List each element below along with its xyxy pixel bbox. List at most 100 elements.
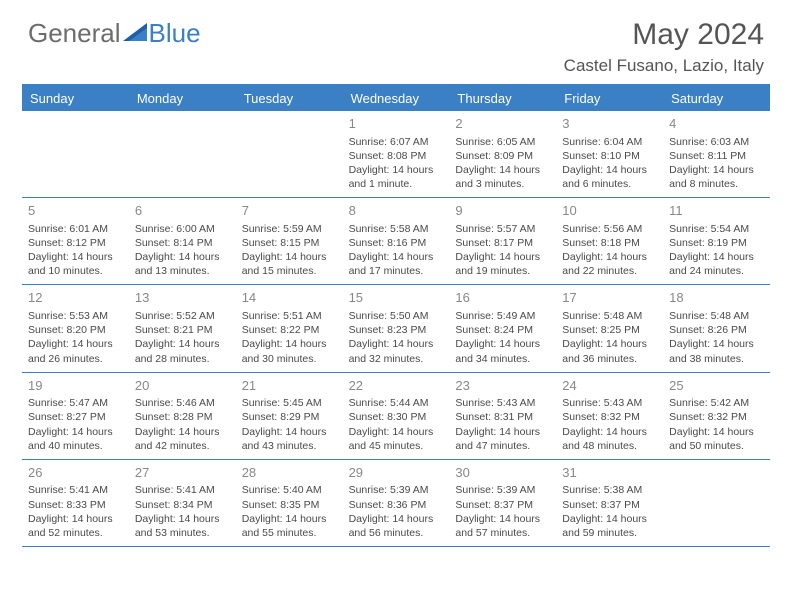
day-number: 17: [562, 289, 657, 307]
title-block: May 2024 Castel Fusano, Lazio, Italy: [564, 18, 764, 76]
sunrise-text: Sunrise: 5:52 AM: [135, 309, 230, 323]
day-cell: 22Sunrise: 5:44 AMSunset: 8:30 PMDayligh…: [343, 373, 450, 459]
month-title: May 2024: [564, 18, 764, 52]
day-cell: 4Sunrise: 6:03 AMSunset: 8:11 PMDaylight…: [663, 111, 770, 197]
weekday-header: Friday: [556, 86, 663, 111]
day-number: 14: [242, 289, 337, 307]
sunrise-text: Sunrise: 5:43 AM: [455, 396, 550, 410]
day-cell: 13Sunrise: 5:52 AMSunset: 8:21 PMDayligh…: [129, 285, 236, 371]
daylight-text: Daylight: 14 hours and 19 minutes.: [455, 250, 550, 278]
weekday-header: Wednesday: [343, 86, 450, 111]
sunrise-text: Sunrise: 5:56 AM: [562, 222, 657, 236]
day-cell: 21Sunrise: 5:45 AMSunset: 8:29 PMDayligh…: [236, 373, 343, 459]
sunrise-text: Sunrise: 5:38 AM: [562, 483, 657, 497]
day-number: 29: [349, 464, 444, 482]
day-cell: 28Sunrise: 5:40 AMSunset: 8:35 PMDayligh…: [236, 460, 343, 546]
daylight-text: Daylight: 14 hours and 28 minutes.: [135, 337, 230, 365]
sunset-text: Sunset: 8:32 PM: [669, 410, 764, 424]
day-number: 20: [135, 377, 230, 395]
sunrise-text: Sunrise: 6:07 AM: [349, 135, 444, 149]
sunrise-text: Sunrise: 5:47 AM: [28, 396, 123, 410]
day-cell: 8Sunrise: 5:58 AMSunset: 8:16 PMDaylight…: [343, 198, 450, 284]
daylight-text: Daylight: 14 hours and 1 minute.: [349, 163, 444, 191]
daylight-text: Daylight: 14 hours and 24 minutes.: [669, 250, 764, 278]
daylight-text: Daylight: 14 hours and 40 minutes.: [28, 425, 123, 453]
sunset-text: Sunset: 8:24 PM: [455, 323, 550, 337]
weekday-header: Tuesday: [236, 86, 343, 111]
sunrise-text: Sunrise: 5:46 AM: [135, 396, 230, 410]
sunset-text: Sunset: 8:10 PM: [562, 149, 657, 163]
daylight-text: Daylight: 14 hours and 3 minutes.: [455, 163, 550, 191]
daylight-text: Daylight: 14 hours and 48 minutes.: [562, 425, 657, 453]
daylight-text: Daylight: 14 hours and 32 minutes.: [349, 337, 444, 365]
day-number: 10: [562, 202, 657, 220]
day-cell: 26Sunrise: 5:41 AMSunset: 8:33 PMDayligh…: [22, 460, 129, 546]
daylight-text: Daylight: 14 hours and 26 minutes.: [28, 337, 123, 365]
daylight-text: Daylight: 14 hours and 59 minutes.: [562, 512, 657, 540]
daylight-text: Daylight: 14 hours and 13 minutes.: [135, 250, 230, 278]
day-cell: 30Sunrise: 5:39 AMSunset: 8:37 PMDayligh…: [449, 460, 556, 546]
daylight-text: Daylight: 14 hours and 42 minutes.: [135, 425, 230, 453]
sunset-text: Sunset: 8:30 PM: [349, 410, 444, 424]
daylight-text: Daylight: 14 hours and 36 minutes.: [562, 337, 657, 365]
day-cell: 5Sunrise: 6:01 AMSunset: 8:12 PMDaylight…: [22, 198, 129, 284]
day-number: 25: [669, 377, 764, 395]
day-cell: 7Sunrise: 5:59 AMSunset: 8:15 PMDaylight…: [236, 198, 343, 284]
day-number: 28: [242, 464, 337, 482]
day-cell: 12Sunrise: 5:53 AMSunset: 8:20 PMDayligh…: [22, 285, 129, 371]
day-number: 31: [562, 464, 657, 482]
sunset-text: Sunset: 8:25 PM: [562, 323, 657, 337]
day-cell: 25Sunrise: 5:42 AMSunset: 8:32 PMDayligh…: [663, 373, 770, 459]
daylight-text: Daylight: 14 hours and 30 minutes.: [242, 337, 337, 365]
sunset-text: Sunset: 8:31 PM: [455, 410, 550, 424]
sunrise-text: Sunrise: 5:54 AM: [669, 222, 764, 236]
sunset-text: Sunset: 8:28 PM: [135, 410, 230, 424]
sunrise-text: Sunrise: 5:51 AM: [242, 309, 337, 323]
week-row: 12Sunrise: 5:53 AMSunset: 8:20 PMDayligh…: [22, 285, 770, 372]
day-number: 11: [669, 202, 764, 220]
day-number: 26: [28, 464, 123, 482]
day-cell: 31Sunrise: 5:38 AMSunset: 8:37 PMDayligh…: [556, 460, 663, 546]
day-cell: 24Sunrise: 5:43 AMSunset: 8:32 PMDayligh…: [556, 373, 663, 459]
sunset-text: Sunset: 8:26 PM: [669, 323, 764, 337]
day-cell: 16Sunrise: 5:49 AMSunset: 8:24 PMDayligh…: [449, 285, 556, 371]
day-cell: 15 Sunrise: 5:50 AMSunset: 8:23 PMDayligh…: [343, 285, 450, 371]
daylight-text: Daylight: 14 hours and 45 minutes.: [349, 425, 444, 453]
sunset-text: Sunset: 8:33 PM: [28, 498, 123, 512]
page-header: General Blue May 2024 Castel Fusano, Laz…: [0, 0, 792, 76]
logo-text-general: General: [28, 18, 121, 49]
day-cell: [663, 460, 770, 546]
sunrise-text: Sunrise: 5:39 AM: [455, 483, 550, 497]
sunset-text: Sunset: 8:23 PM: [349, 323, 444, 337]
weekday-header: Sunday: [22, 86, 129, 111]
sunset-text: Sunset: 8:36 PM: [349, 498, 444, 512]
sunrise-text: Sunrise: 5:44 AM: [349, 396, 444, 410]
sunset-text: Sunset: 8:32 PM: [562, 410, 657, 424]
day-cell: 2Sunrise: 6:05 AMSunset: 8:09 PMDaylight…: [449, 111, 556, 197]
sunset-text: Sunset: 8:37 PM: [455, 498, 550, 512]
sunrise-text: Sunrise: 5:50 AM: [349, 309, 444, 323]
day-number: 24: [562, 377, 657, 395]
sunrise-text: Sunrise: 6:01 AM: [28, 222, 123, 236]
daylight-text: Daylight: 14 hours and 22 minutes.: [562, 250, 657, 278]
sunset-text: Sunset: 8:35 PM: [242, 498, 337, 512]
sunset-text: Sunset: 8:27 PM: [28, 410, 123, 424]
sunrise-text: Sunrise: 5:41 AM: [135, 483, 230, 497]
week-row: 26 Sunrise: 5:41 AM Sunset: 8:33 PM Dayligh…: [22, 460, 770, 547]
day-number: 15: [349, 289, 444, 307]
daylight-text: Daylight: 14 hours and 8 minutes.: [669, 163, 764, 191]
sunrise-text: Sunrise: 5:48 AM: [562, 309, 657, 323]
sunrise-text: Sunrise: 5:49 AM: [455, 309, 550, 323]
sunrise-text: Sunrise: 5:40 AM: [242, 483, 337, 497]
day-number: 3: [562, 115, 657, 133]
weeks-container: 1Sunrise: 6:07 AMSunset: 8:08 PMDaylight…: [22, 111, 770, 547]
sunset-text: Sunset: 8:20 PM: [28, 323, 123, 337]
logo-text-blue: Blue: [149, 18, 201, 49]
day-cell: 20Sunrise: 5:46 AMSunset: 8:28 PMDayligh…: [129, 373, 236, 459]
day-number: 8: [349, 202, 444, 220]
weekday-header: Saturday: [663, 86, 770, 111]
daylight-text: Daylight: 14 hours and 56 minutes.: [349, 512, 444, 540]
day-number: 6: [135, 202, 230, 220]
sunset-text: Sunset: 8:29 PM: [242, 410, 337, 424]
sunset-text: Sunset: 8:11 PM: [669, 149, 764, 163]
